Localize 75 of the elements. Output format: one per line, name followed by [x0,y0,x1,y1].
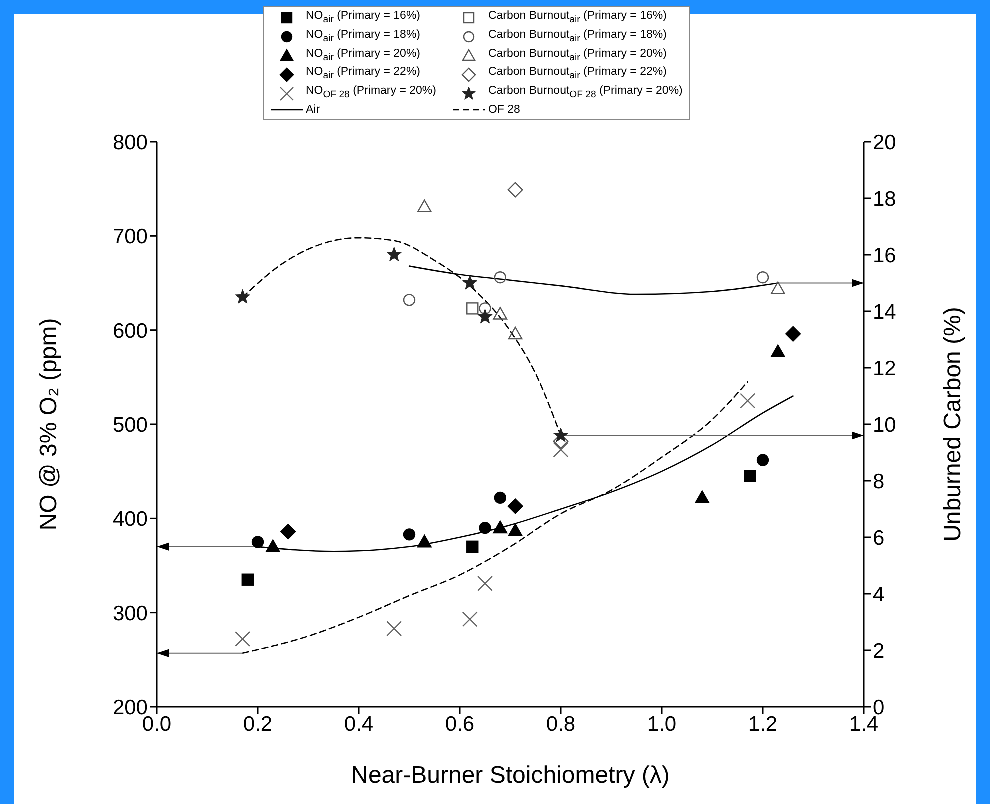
legend-label: NO$_{air}$ (Primary = 22%) [306,65,420,84]
y2-tick-label: 18 [873,188,896,211]
point [756,454,770,466]
point [553,442,569,458]
legend-label: NO$_{air}$ (Primary = 18%) [306,28,420,46]
legend-label: Carbon Burnout$_{OF 28}$ (Primary = 20%) [488,84,683,102]
point [553,428,569,442]
point [417,535,432,548]
legend-label: Carbon Burnout$_{air}$ (Primary = 22%) [488,65,667,84]
point [493,307,508,320]
point [235,631,251,647]
legend-label: Air [306,102,320,118]
legend-label: NO$_{OF 28}$ (Primary = 20%) [306,84,436,102]
point [744,470,756,482]
point [252,536,264,548]
x-tick-label: 0.4 [344,712,374,736]
point [417,200,432,213]
point [466,540,479,554]
point [242,574,254,586]
x-tick-label: 1.2 [748,712,778,736]
x-tick-label: 0.2 [243,712,273,736]
y2-tick-label: 2 [873,640,885,663]
legend-label: Carbon Burnout$_{air}$ (Primary = 16%) [488,9,667,28]
point [266,540,280,552]
point [508,326,523,340]
point [508,498,524,514]
point [770,282,786,294]
y-tick-label: 600 [112,320,148,343]
y2-axis-title: Unburned Carbon (%) [940,307,967,542]
y-tick-label: 800 [112,131,148,154]
y-tick-label: 700 [112,226,148,249]
y-tick-label: 500 [112,414,148,437]
legend-label: OF 28 [488,102,520,118]
y2-tick-label: 6 [873,526,885,550]
point [479,522,492,534]
legend-label: NO$_{air}$ (Primary = 20%) [306,46,420,65]
point [508,524,523,536]
y2-tick-label: 20 [873,131,896,154]
x-tick-label: 0.8 [546,712,576,736]
y-tick-label: 400 [112,508,148,532]
y2-tick-label: 12 [873,357,896,380]
legend-label: Carbon Burnout$_{air}$ (Primary = 20%) [488,46,667,65]
point [462,275,478,290]
x-tick-label: 0.6 [445,712,475,736]
point [386,247,402,262]
y2-tick-label: 16 [873,244,896,268]
point [494,272,506,284]
point [235,289,250,304]
y2-tick-label: 10 [873,414,896,437]
y-axis-title: NO @ 3% O₂ (ppm) [36,318,63,531]
point [280,524,296,540]
x-axis-title: Near-Burner Stoichiometry (λ) [351,762,670,789]
y2-tick-label: 4 [873,583,885,606]
legend-label: Carbon Burnout$_{air}$ (Primary = 18%) [488,28,667,46]
legend-label: NO$_{air}$ (Primary = 16%) [306,9,420,28]
point [494,492,506,504]
point [403,294,416,306]
point [466,302,479,315]
point [478,309,493,324]
point [403,528,416,541]
point [740,393,756,409]
x-tick-label: 1.0 [647,712,677,736]
point [478,576,493,592]
y-tick-label: 300 [112,602,148,626]
point [786,326,802,342]
point [756,272,770,284]
y2-tick-label: 8 [873,470,885,494]
point [508,182,524,198]
point [770,344,786,358]
point [695,490,710,504]
y2-tick-label: 14 [873,300,897,324]
point [493,520,508,534]
point [479,302,492,315]
point [386,621,402,637]
point [462,612,478,628]
